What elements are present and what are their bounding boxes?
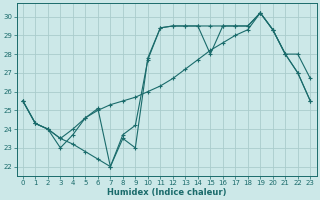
X-axis label: Humidex (Indice chaleur): Humidex (Indice chaleur) [107, 188, 226, 197]
